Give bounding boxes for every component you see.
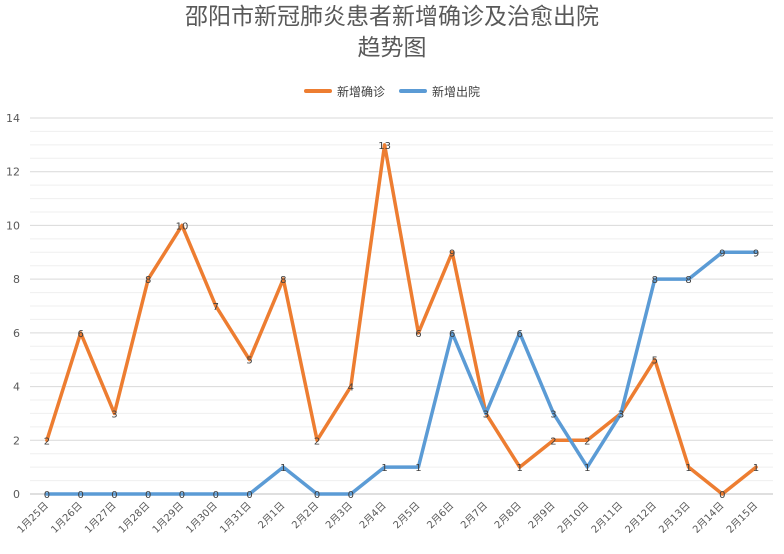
data-label-confirmed: 8 [280, 275, 286, 286]
x-tick-label: 2月6日 [425, 500, 457, 532]
legend-swatch-discharged [399, 89, 427, 93]
data-label-discharged: 0 [145, 490, 151, 501]
data-label-confirmed: 1 [753, 463, 759, 474]
data-label-discharged: 6 [517, 329, 523, 340]
legend: 新增确诊 新增出院 [0, 80, 784, 102]
x-tick-label: 2月9日 [526, 500, 558, 532]
x-tick-label: 1月27日 [82, 500, 118, 536]
x-tick-label: 2月5日 [391, 500, 423, 532]
data-label-discharged: 1 [381, 463, 387, 474]
data-label-discharged: 0 [348, 490, 354, 501]
data-label-confirmed: 0 [719, 490, 725, 501]
legend-item-confirmed: 新增确诊 [303, 83, 385, 100]
x-tick-label: 1月26日 [49, 500, 85, 536]
data-label-discharged: 0 [213, 490, 219, 501]
data-label-confirmed: 1 [685, 463, 691, 474]
data-label-discharged: 3 [618, 409, 624, 420]
data-label-discharged: 8 [652, 275, 658, 286]
data-label-confirmed: 2 [44, 436, 50, 447]
chart-title: 邵阳市新冠肺炎患者新增确诊及治愈出院 趋势图 [0, 2, 784, 64]
data-label-confirmed: 10 [176, 221, 189, 232]
data-label-discharged: 0 [77, 490, 83, 501]
data-label-confirmed: 2 [584, 436, 590, 447]
data-label-confirmed: 7 [213, 302, 219, 313]
data-label-discharged: 6 [449, 329, 455, 340]
data-label-confirmed: 8 [145, 275, 151, 286]
x-tick-label: 2月12日 [623, 500, 659, 536]
data-label-discharged: 1 [584, 463, 590, 474]
x-tick-label: 1月30日 [184, 500, 220, 536]
legend-label-discharged: 新增出院 [432, 84, 481, 99]
y-tick-label: 0 [13, 488, 20, 501]
x-tick-label: 2月11日 [589, 500, 625, 536]
legend-item-discharged: 新增出院 [399, 83, 480, 100]
data-label-discharged: 0 [44, 490, 50, 501]
data-label-discharged: 3 [483, 409, 489, 420]
x-tick-label: 2月4日 [357, 500, 389, 532]
data-label-confirmed: 13 [378, 141, 391, 152]
data-label-discharged: 1 [415, 463, 421, 474]
data-label-confirmed: 5 [652, 356, 658, 367]
x-tick-label: 2月10日 [555, 500, 591, 536]
x-tick-label: 1月29日 [150, 500, 186, 536]
x-tick-label: 1月28日 [116, 500, 152, 536]
y-tick-label: 12 [6, 166, 20, 179]
x-tick-label: 1月25日 [15, 500, 51, 536]
data-label-confirmed: 3 [111, 409, 117, 420]
data-label-discharged: 0 [179, 490, 185, 501]
data-label-discharged: 9 [719, 248, 725, 259]
x-tick-label: 2月3日 [323, 500, 355, 532]
x-tick-label: 2月8日 [492, 500, 524, 532]
x-tick-label: 2月14日 [690, 500, 726, 536]
y-tick-label: 2 [13, 434, 20, 447]
series-line-discharged [45, 250, 758, 496]
y-tick-label: 10 [6, 219, 20, 232]
legend-swatch-confirmed [303, 89, 332, 93]
data-label-discharged: 0 [111, 490, 117, 501]
x-tick-label: 1月31日 [218, 500, 254, 536]
data-label-discharged: 1 [280, 463, 286, 474]
chart-title-line-2: 趋势图 [357, 35, 427, 61]
data-label-confirmed: 2 [314, 436, 320, 447]
y-tick-label: 6 [13, 327, 20, 340]
data-label-discharged: 3 [550, 409, 556, 420]
data-label-discharged: 0 [246, 490, 252, 501]
legend-label-confirmed: 新增确诊 [336, 84, 385, 99]
data-label-confirmed: 3 [483, 409, 489, 420]
series-line-confirmed [45, 143, 758, 496]
data-label-confirmed: 1 [517, 463, 523, 474]
data-label-confirmed: 4 [348, 383, 354, 394]
data-label-confirmed: 6 [415, 329, 421, 340]
chart-title-line-1: 邵阳市新冠肺炎患者新增确诊及治愈出院 [185, 4, 599, 30]
data-label-confirmed: 2 [550, 436, 556, 447]
x-tick-label: 2月13日 [657, 500, 693, 536]
data-label-confirmed: 9 [449, 248, 455, 259]
data-label-discharged: 9 [753, 248, 759, 259]
data-label-discharged: 8 [685, 275, 691, 286]
x-tick-label: 2月2日 [290, 500, 322, 532]
x-tick-label: 2月7日 [458, 500, 490, 532]
data-label-confirmed: 3 [618, 409, 624, 420]
x-tick-label: 2月15日 [724, 500, 760, 536]
y-tick-label: 4 [13, 381, 20, 394]
data-label-confirmed: 5 [246, 356, 252, 367]
y-tick-label: 14 [6, 112, 20, 125]
data-label-discharged: 0 [314, 490, 320, 501]
data-label-confirmed: 6 [77, 329, 83, 340]
y-tick-label: 8 [13, 273, 20, 286]
x-tick-label: 2月1日 [256, 500, 288, 532]
